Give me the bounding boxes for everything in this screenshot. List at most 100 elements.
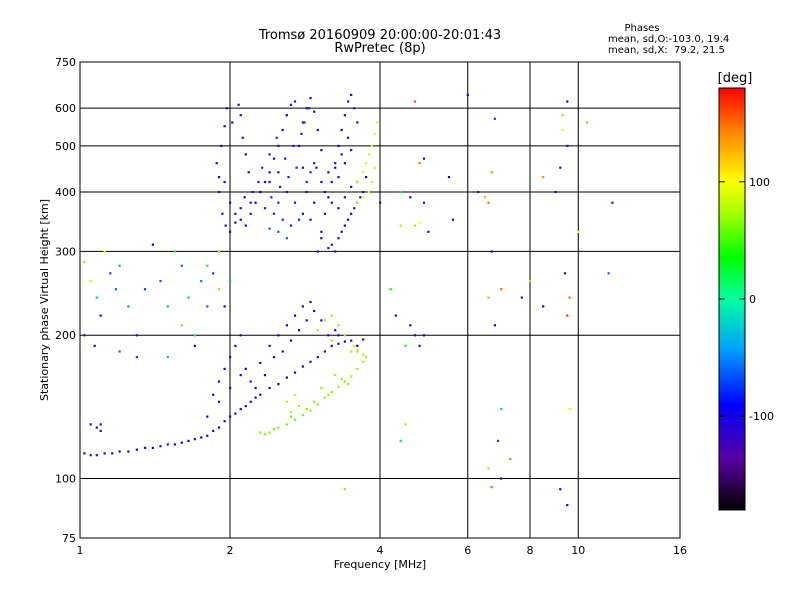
x-axis-ticks: 1 2 4 6 8 10 16 bbox=[77, 544, 688, 557]
data-point bbox=[327, 393, 330, 396]
data-point bbox=[337, 385, 340, 388]
data-point bbox=[200, 436, 203, 439]
data-point bbox=[337, 237, 340, 240]
data-point bbox=[223, 367, 226, 370]
data-point bbox=[309, 97, 312, 100]
data-point bbox=[239, 207, 242, 210]
data-point bbox=[277, 230, 280, 233]
data-point bbox=[212, 393, 215, 396]
data-point bbox=[277, 171, 280, 174]
data-point bbox=[404, 423, 407, 426]
data-point bbox=[127, 450, 130, 453]
data-point bbox=[206, 415, 209, 418]
data-point bbox=[225, 107, 228, 110]
x-tick-label: 6 bbox=[464, 544, 471, 557]
data-point bbox=[249, 400, 252, 403]
data-point bbox=[340, 230, 343, 233]
colorbar: [deg] 100 0 -100 bbox=[718, 71, 774, 511]
data-point bbox=[83, 261, 86, 264]
y-tick-label: 75 bbox=[62, 532, 76, 545]
data-point bbox=[350, 149, 353, 152]
data-point bbox=[249, 212, 252, 215]
data-point bbox=[263, 433, 267, 436]
data-point bbox=[447, 176, 451, 179]
data-point bbox=[303, 121, 306, 124]
data-point bbox=[577, 230, 580, 233]
data-point bbox=[151, 446, 154, 449]
data-point bbox=[330, 391, 333, 394]
data-point bbox=[247, 171, 250, 174]
data-point bbox=[206, 434, 209, 437]
data-point bbox=[542, 305, 545, 308]
x-tick-label: 10 bbox=[571, 544, 585, 557]
stats-o-line: mean, sd,O:-103.0, 19.4 bbox=[608, 34, 729, 45]
data-point bbox=[268, 180, 271, 184]
data-point bbox=[180, 324, 183, 327]
data-point bbox=[466, 93, 469, 96]
data-point bbox=[370, 144, 373, 147]
data-point bbox=[487, 201, 490, 204]
data-point bbox=[490, 486, 493, 489]
data-point bbox=[337, 207, 340, 210]
data-point bbox=[484, 196, 487, 199]
data-point bbox=[93, 344, 96, 347]
data-point bbox=[477, 190, 480, 194]
data-point bbox=[243, 196, 246, 199]
data-point bbox=[285, 400, 288, 403]
data-point bbox=[422, 201, 426, 204]
data-point bbox=[234, 412, 237, 415]
stats-x-line: mean, sd,X: 79.2, 21.5 bbox=[608, 45, 725, 56]
data-point bbox=[151, 243, 154, 246]
data-point bbox=[320, 230, 323, 233]
data-point bbox=[285, 237, 288, 240]
x-tick-label: 16 bbox=[673, 544, 687, 557]
data-point bbox=[409, 196, 412, 199]
data-point bbox=[362, 353, 365, 356]
data-point bbox=[103, 250, 106, 253]
data-point bbox=[316, 356, 319, 359]
data-point bbox=[422, 334, 426, 337]
data-point bbox=[215, 162, 218, 165]
data-point bbox=[89, 280, 92, 283]
data-point bbox=[234, 221, 237, 224]
data-point bbox=[301, 166, 304, 169]
data-point bbox=[281, 218, 284, 221]
data-point bbox=[293, 393, 297, 396]
data-point bbox=[180, 441, 183, 444]
data-point bbox=[353, 344, 356, 347]
data-point bbox=[370, 180, 373, 184]
data-point bbox=[373, 132, 376, 135]
data-point bbox=[334, 250, 337, 253]
data-point bbox=[127, 305, 130, 308]
data-point bbox=[509, 457, 512, 460]
data-point bbox=[337, 334, 340, 337]
data-point bbox=[234, 212, 237, 215]
data-point bbox=[362, 190, 365, 194]
data-point bbox=[220, 144, 223, 147]
data-point bbox=[301, 212, 304, 215]
data-point bbox=[159, 445, 162, 448]
data-point bbox=[173, 250, 176, 253]
data-point bbox=[268, 227, 271, 230]
data-point bbox=[350, 350, 353, 353]
data-point bbox=[244, 367, 247, 370]
data-point bbox=[229, 280, 232, 283]
y-tick-label: 100 bbox=[55, 473, 76, 486]
colorbar-tick-label: 0 bbox=[749, 293, 756, 306]
data-point bbox=[313, 400, 316, 403]
data-point bbox=[234, 344, 237, 347]
data-point bbox=[95, 296, 98, 299]
data-point bbox=[277, 383, 280, 386]
data-point bbox=[330, 243, 333, 246]
data-point bbox=[285, 376, 288, 379]
data-point bbox=[367, 153, 371, 156]
data-point bbox=[301, 305, 304, 308]
data-point bbox=[451, 218, 454, 221]
data-point bbox=[237, 103, 240, 106]
data-point bbox=[309, 300, 312, 304]
data-point bbox=[297, 144, 301, 147]
data-point bbox=[315, 166, 318, 169]
data-point bbox=[373, 166, 376, 169]
data-point bbox=[135, 356, 138, 359]
y-tick-label: 600 bbox=[55, 102, 76, 115]
